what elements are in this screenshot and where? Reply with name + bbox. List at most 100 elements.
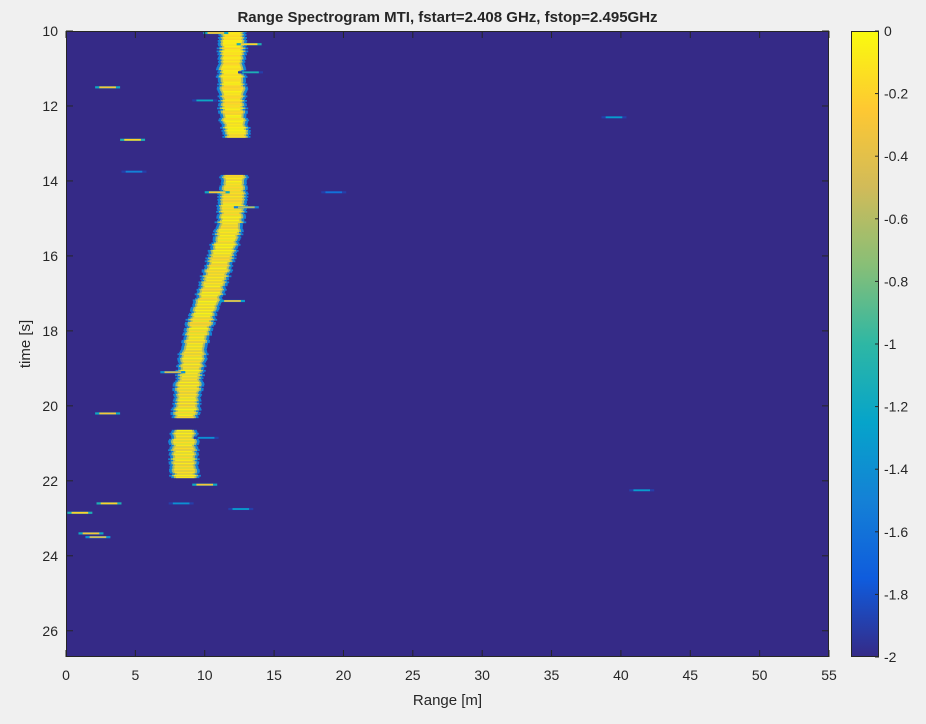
track-return-core [176, 416, 194, 419]
track-return-core [224, 101, 241, 104]
track-return-core [222, 90, 243, 93]
track-return-core [225, 182, 243, 185]
track-return-core [182, 353, 204, 356]
track-return-core [213, 251, 233, 254]
track-return-core [206, 270, 228, 273]
track-return-core [180, 377, 199, 380]
track-return-core [177, 399, 197, 402]
track-return-core [179, 374, 201, 377]
x-tick-label: 30 [474, 667, 490, 683]
y-tick-label: 26 [42, 623, 58, 639]
track-return-core [178, 405, 196, 408]
sporadic-return [99, 86, 116, 89]
x-tick-label: 15 [266, 667, 282, 683]
track-return-core [187, 332, 208, 335]
track-return-core [206, 276, 224, 279]
track-return-core [211, 258, 230, 261]
track-return-core [224, 93, 241, 96]
sporadic-return [125, 170, 143, 173]
y-tick-label: 22 [42, 473, 58, 489]
track-return-core [226, 129, 246, 132]
track-return-core [186, 345, 203, 348]
track-return-core [177, 414, 193, 417]
track-return-core [212, 249, 234, 252]
track-return-core [224, 117, 244, 120]
track-return-core [222, 78, 242, 81]
track-return-core [178, 398, 197, 401]
track-return-core [222, 201, 243, 204]
sporadic-return [164, 371, 182, 374]
track-return-core [174, 467, 194, 470]
track-return-core [224, 113, 242, 116]
track-return-core [175, 435, 192, 438]
track-return-core [174, 471, 195, 474]
track-return-core [222, 44, 243, 47]
track-return-core [225, 189, 242, 192]
track-return-core [220, 68, 242, 71]
track-return-core [224, 48, 241, 51]
track-return-core [177, 389, 199, 392]
track-return-core [215, 245, 234, 248]
y-tick-label: 16 [42, 248, 58, 264]
track-return-core [176, 429, 192, 432]
track-return-core [193, 312, 213, 315]
track-return-core [189, 323, 211, 326]
track-return-core [195, 311, 212, 314]
sporadic-return [325, 191, 343, 194]
track-return-core [225, 122, 243, 125]
track-return-core [226, 125, 244, 128]
track-return-core [221, 107, 244, 110]
colorbar-tick-label: -2 [884, 649, 897, 665]
track-return-core [177, 383, 200, 386]
track-return-core [182, 360, 202, 363]
track-return-core [224, 120, 244, 123]
track-return-core [188, 336, 205, 339]
sporadic-return [196, 483, 214, 486]
track-return-core [197, 303, 216, 306]
track-return-core [212, 255, 230, 258]
sporadic-return [224, 300, 241, 302]
track-return-core [182, 368, 199, 371]
track-return-core [223, 119, 245, 122]
track-return-core [223, 54, 241, 57]
track-return-core [221, 207, 243, 210]
track-return-core [183, 362, 200, 365]
track-return-core [222, 195, 244, 198]
track-return-core [179, 386, 197, 389]
track-return-core [203, 284, 223, 287]
track-return-core [174, 447, 194, 450]
track-return-core [179, 392, 196, 395]
colorbar-tick-label: -0.8 [884, 273, 908, 289]
track-return-core [188, 338, 204, 341]
track-return-core [219, 231, 237, 234]
x-tick-label: 50 [752, 667, 768, 683]
track-return-core [224, 105, 241, 108]
track-return-core [225, 177, 243, 180]
track-return-core [222, 104, 243, 107]
spectrogram-background [66, 31, 829, 657]
track-return-core [195, 308, 215, 311]
track-return-core [181, 378, 197, 381]
track-return-core [227, 131, 246, 134]
track-return-core [223, 33, 242, 36]
colorbar-tick-label: -1.2 [884, 399, 908, 415]
track-return-core [182, 375, 198, 378]
x-axis: 0 5 10 15 20 25 30 35 40 45 50 55 [62, 31, 837, 683]
sporadic-return [196, 99, 214, 102]
colorbar-tick-label: -1 [884, 336, 897, 352]
track-return-core [223, 38, 242, 41]
track-return-core [194, 315, 211, 318]
track-return-core [220, 225, 238, 228]
track-return-core [221, 86, 244, 89]
track-return-core [177, 393, 198, 396]
y-tick-label: 10 [42, 23, 58, 39]
track-return-core [219, 234, 236, 237]
track-return-core [175, 476, 195, 479]
track-return-core [175, 434, 193, 437]
track-return-core [219, 228, 239, 231]
track-return-core [227, 135, 246, 138]
sporadic-return [99, 412, 116, 415]
track-return-core [223, 69, 240, 72]
track-return-core [222, 95, 243, 98]
track-return-core [197, 299, 219, 302]
